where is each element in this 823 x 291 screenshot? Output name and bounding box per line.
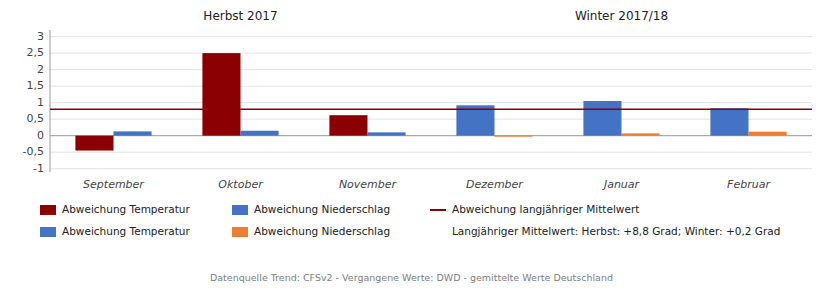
y-tick-label: 0 [37,129,44,142]
marks [50,53,812,150]
y-tick-label: 3 [37,30,44,43]
y-tick-label: -1 [33,162,44,175]
legend-swatch [232,227,248,237]
bar [583,101,621,136]
legend-label: Abweichung Temperatur [62,225,191,237]
grid-line [50,36,812,37]
bar [75,136,113,151]
y-tick-label: -0,5 [23,145,44,158]
grid-line [50,53,812,54]
legend-label: Abweichung Niederschlag [254,225,390,237]
grid-line [50,152,812,153]
x-tick-label: November [339,178,398,191]
y-tick-label: 0,5 [27,112,45,125]
grid-line [50,86,812,87]
y-axis: -1 -0,5 0 0,5 1 1,5 2 2,5 3 [23,30,50,175]
y-tick-label: 1,5 [27,79,45,92]
legend: Abweichung Temperatur Abweichung Temperat… [40,203,780,237]
bar [368,132,406,135]
legend-label: Abweichung Niederschlag [254,203,390,215]
section-title: Herbst 2017 [203,9,277,23]
y-tick-label: 2,5 [27,46,45,59]
footnote: Datenquelle Trend: CFSv2 - Vergangene We… [210,272,613,283]
bar [749,132,787,136]
chart: -1 -0,5 0 0,5 1 1,5 2 2,5 3 September Oktober Novem… [0,0,823,291]
bar [495,135,533,137]
section-title: Winter 2017/18 [575,9,668,23]
y-tick-label: 1 [37,96,44,109]
bar [202,53,240,136]
zero-line [50,135,812,136]
y-axis-line [50,30,51,172]
bar [622,133,660,135]
x-tick-label: Oktober [218,178,264,191]
bar [114,131,152,135]
legend-swatch [232,205,248,215]
legend-line [430,209,446,211]
y-tick-label: 2 [37,63,44,76]
grid-line [50,168,812,169]
grid-line [50,102,812,103]
trend-line [50,109,812,111]
bar [329,115,367,135]
x-tick-label: Februar [727,178,771,191]
bar [241,131,279,136]
legend-label: Abweichung langjähriger Mittelwert [452,203,639,215]
legend-label: Abweichung Temperatur [62,203,191,215]
x-axis: September Oktober November Dezember Januar Fe… [83,178,771,191]
x-tick-label: September [83,178,145,191]
grid-line [50,69,812,70]
x-tick-label: Januar [602,178,641,191]
grid [50,37,812,169]
grid-line [50,119,812,120]
x-tick-label: Dezember [466,178,524,191]
legend-note: Langjähriger Mittelwert: Herbst: +8,8 Gr… [452,225,780,237]
bar [710,108,748,135]
legend-swatch [40,205,56,215]
legend-swatch [40,227,56,237]
